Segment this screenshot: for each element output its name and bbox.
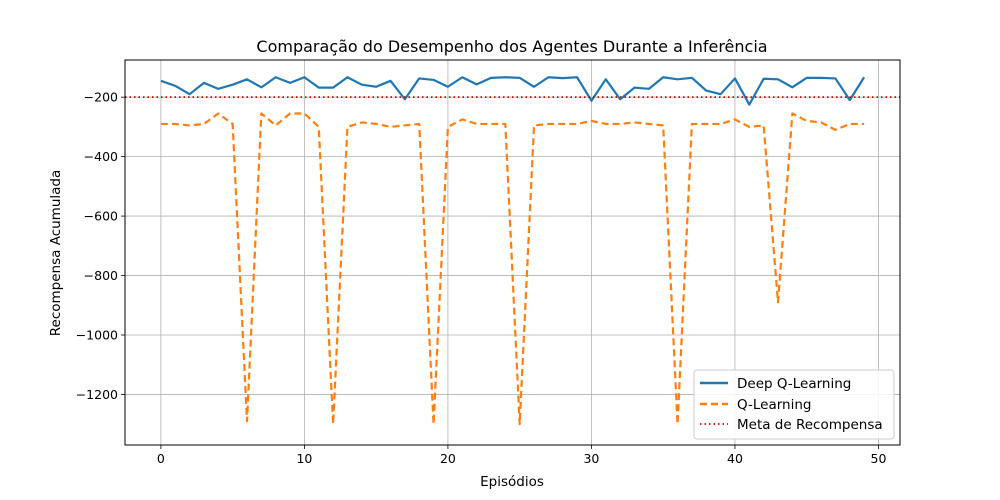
y-tick-label: −800 [84, 268, 118, 283]
series-line-q-learning [160, 112, 865, 426]
x-tick-label: 30 [583, 451, 599, 466]
y-axis-label: Recompensa Acumulada [48, 170, 64, 337]
y-tick-label: −600 [84, 209, 118, 224]
series-layer [125, 76, 900, 426]
chart-title: Comparação do Desempenho dos Agentes Dur… [256, 37, 767, 56]
plot-frame [124, 59, 901, 446]
legend-box [693, 369, 895, 440]
legend-label-q-learning: Q-Learning [737, 397, 811, 413]
x-tick-label: 0 [157, 451, 165, 466]
y-tick-label: −200 [84, 90, 118, 105]
x-tick-label: 10 [296, 451, 312, 466]
y-tick-label: −400 [84, 149, 118, 164]
series-line-deep-q-learning [160, 76, 866, 106]
legend-label-meta-de-recompensa: Meta de Recompensa [737, 417, 883, 433]
y-tick-label: −1000 [76, 328, 118, 343]
legend: Deep Q-Learning Q-Learning Meta de Recom… [693, 369, 895, 440]
legend-label-deep-q-learning: Deep Q-Learning [737, 376, 851, 392]
y-tick-label: −1200 [76, 387, 118, 402]
x-tick-label: 40 [727, 451, 743, 466]
x-axis-label: Episódios [480, 474, 544, 490]
x-tick-label: 20 [440, 451, 456, 466]
ticks: 0 10 20 30 40 50 −1200 −1000 −800 −600 −400 −200 [76, 90, 887, 466]
x-tick-label: 50 [871, 451, 887, 466]
